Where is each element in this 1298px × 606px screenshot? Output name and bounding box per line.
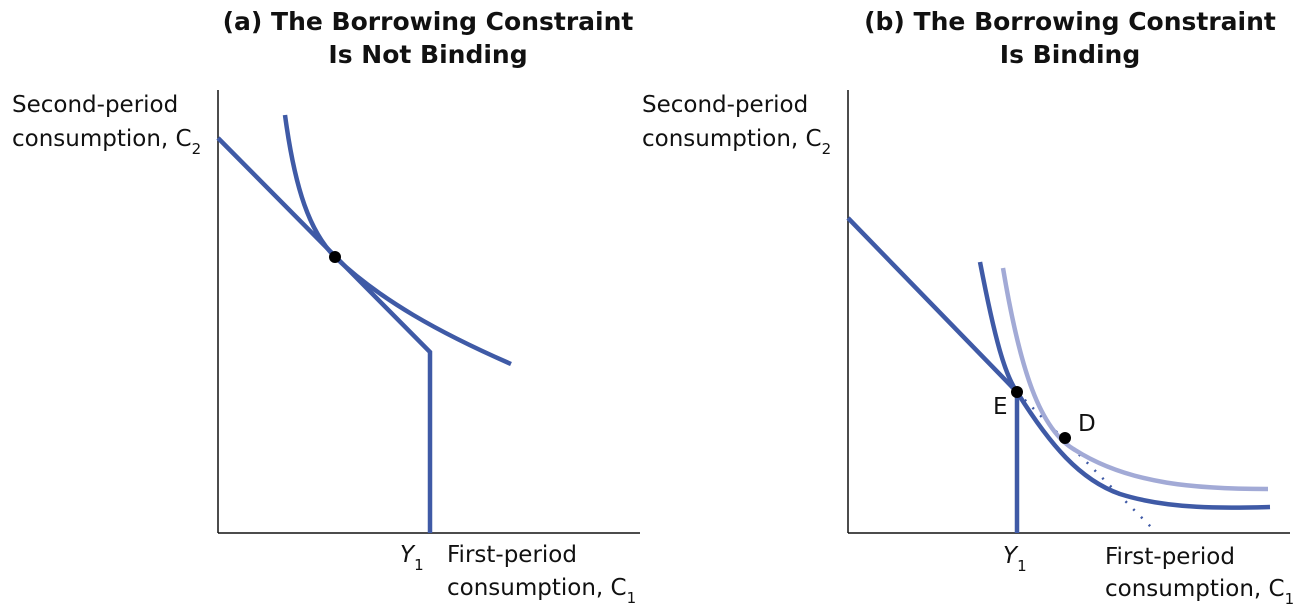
x-axis-label: First-period (1105, 544, 1235, 570)
budget-constraint (216, 136, 433, 533)
panel-title: (a) The Borrowing Constraint (223, 7, 634, 36)
y-axis-label: consumption, C (642, 126, 822, 152)
y-axis-label: consumption, C2 (642, 126, 831, 158)
panel-title: Is Binding (1000, 40, 1140, 69)
panel-b: (b) The Borrowing Constraint Is Binding … (642, 7, 1294, 606)
tick-label: Y1 (1003, 543, 1027, 575)
x-axis-label: consumption, C (447, 575, 627, 601)
x-axis-label: consumption, C1 (447, 575, 636, 606)
tick-label: Y (400, 542, 416, 568)
y-axis-label: Second-period (12, 92, 178, 118)
x-axis-label: consumption, C1 (1105, 576, 1294, 606)
y-axis-label: consumption, C (12, 126, 192, 152)
point-label: E (993, 394, 1008, 420)
x-axis-label: consumption, C (1105, 576, 1285, 602)
subscript: 1 (414, 556, 424, 574)
point-d (1059, 432, 1071, 444)
subscript: 1 (627, 589, 637, 606)
budget-constraint (846, 216, 1020, 533)
subscript: 2 (192, 140, 202, 158)
x-axis-label: First-period (447, 542, 577, 568)
panel-title: (b) The Borrowing Constraint (864, 7, 1276, 36)
tick-label: Y1 (400, 542, 424, 574)
tick-label: Y (1003, 543, 1019, 569)
higher-indifference-curve (1000, 267, 1269, 492)
optimum-point (329, 251, 341, 263)
panel-a: (a) The Borrowing Constraint Is Not Bind… (12, 7, 640, 606)
indifference-curve (977, 261, 1271, 510)
y-axis-label: consumption, C2 (12, 126, 201, 158)
subscript: 2 (822, 140, 832, 158)
indifference-curve (282, 114, 512, 367)
subscript: 1 (1285, 590, 1295, 606)
y-axis-label: Second-period (642, 92, 808, 118)
point-e (1011, 386, 1023, 398)
panel-title: Is Not Binding (328, 40, 527, 69)
point-label: D (1078, 411, 1096, 437)
subscript: 1 (1017, 557, 1027, 575)
